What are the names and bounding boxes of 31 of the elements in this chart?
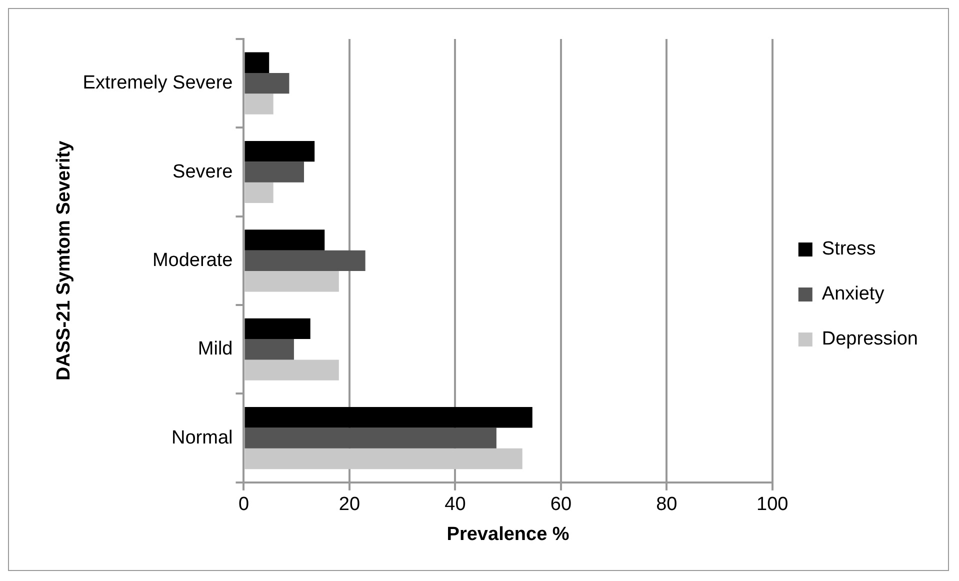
x-tick-label: 80	[656, 494, 678, 516]
legend-label: Stress	[822, 238, 876, 260]
x-tick-label: 60	[550, 494, 572, 516]
bar	[244, 94, 274, 114]
y-tick-label: Severe	[172, 161, 233, 182]
bar	[244, 182, 274, 204]
bar	[244, 162, 304, 182]
y-tick-label: Moderate	[152, 250, 233, 271]
legend-label: Depression	[822, 328, 918, 350]
y-tick-label: Mild	[198, 338, 233, 360]
bar	[244, 360, 339, 380]
x-tick-label: 100	[756, 494, 788, 516]
y-axis-title: DASS-21 Symtom Severity	[54, 140, 75, 381]
bar	[244, 271, 339, 292]
legend-label: Anxiety	[822, 284, 885, 305]
bar	[244, 448, 522, 470]
bar	[244, 250, 366, 272]
y-tick-label: Normal	[172, 427, 233, 448]
bar	[244, 140, 315, 162]
bar	[244, 407, 532, 428]
x-tick-label: 20	[338, 494, 360, 516]
bar	[244, 318, 310, 340]
x-axis-title: Prevalence %	[446, 524, 570, 545]
y-tick-label: Extremely Severe	[82, 72, 233, 94]
x-tick-label: 40	[444, 494, 466, 516]
bar	[244, 428, 496, 448]
bar	[244, 339, 294, 360]
bar	[244, 72, 290, 94]
bar	[244, 230, 325, 250]
x-tick-label: 0	[238, 494, 250, 516]
bar	[244, 52, 270, 73]
